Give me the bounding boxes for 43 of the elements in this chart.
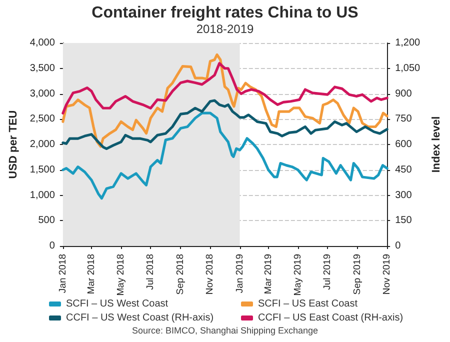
y-tick-label: 500 [38,215,56,226]
line-series [62,53,388,148]
legend-label: SCFI – US West Coast [66,298,168,310]
y2-tick-label: 900 [395,88,412,100]
chart-title: Container freight rates China to US [92,4,359,22]
y2-tick-label: 0 [395,240,402,252]
legend-label: SCFI – US East Coast [258,298,358,310]
y-tick-label: 2,500 [30,114,56,125]
chart-subtitle: 2018-2019 [196,22,254,36]
line-series [62,112,388,200]
y-tick-label: 1,500 [30,164,56,176]
y2-tick-label: 1,050 [395,62,421,74]
y2-tick-label: 750 [395,114,412,125]
legend-label: CCFI – US East Coast (RH-axis) [258,312,404,324]
y2-tick-label: 1,200 [395,38,421,48]
x-tick-label: Jan 2019 [234,254,246,294]
x-tick-label: May 2018 [116,254,127,296]
y-axis-title: USD per TEU [8,110,20,179]
x-tick-label: Nov 2019 [382,254,393,295]
y-tick-label: 4,000 [30,38,56,48]
y2-axis-title: Index level [430,116,442,173]
x-tick-label: Mar 2019 [262,254,274,294]
y-tick-label: 0 [49,240,56,252]
x-tick-label: Mar 2018 [86,254,98,294]
y2-tick-label: 450 [395,164,412,176]
y-tick-label: 3,500 [30,62,56,74]
x-tick-label: Sep 2019 [352,254,364,295]
y-tick-label: 3,000 [30,88,56,100]
x-tick-label: Sep 2018 [175,254,186,295]
y-tick-label: 1,000 [30,190,56,201]
x-tick-label: Jul 2019 [322,254,333,290]
y2-tick-label: 600 [395,139,412,150]
x-tick-label: Jan 2018 [57,254,68,294]
y2-tick-label: 300 [395,190,412,201]
line-series [62,62,388,115]
y2-tick-label: 150 [395,215,412,226]
y-tick-label: 2,000 [30,139,56,150]
x-tick-label: May 2019 [292,254,304,296]
legend-label: CCFI – US West Coast (RH-axis) [66,312,214,324]
source-note: Source: BIMCO, Shanghai Shipping Exchange [132,326,318,336]
x-tick-label: Nov 2018 [204,254,216,295]
x-tick-label: Jul 2018 [145,254,156,290]
line-series [62,99,388,150]
